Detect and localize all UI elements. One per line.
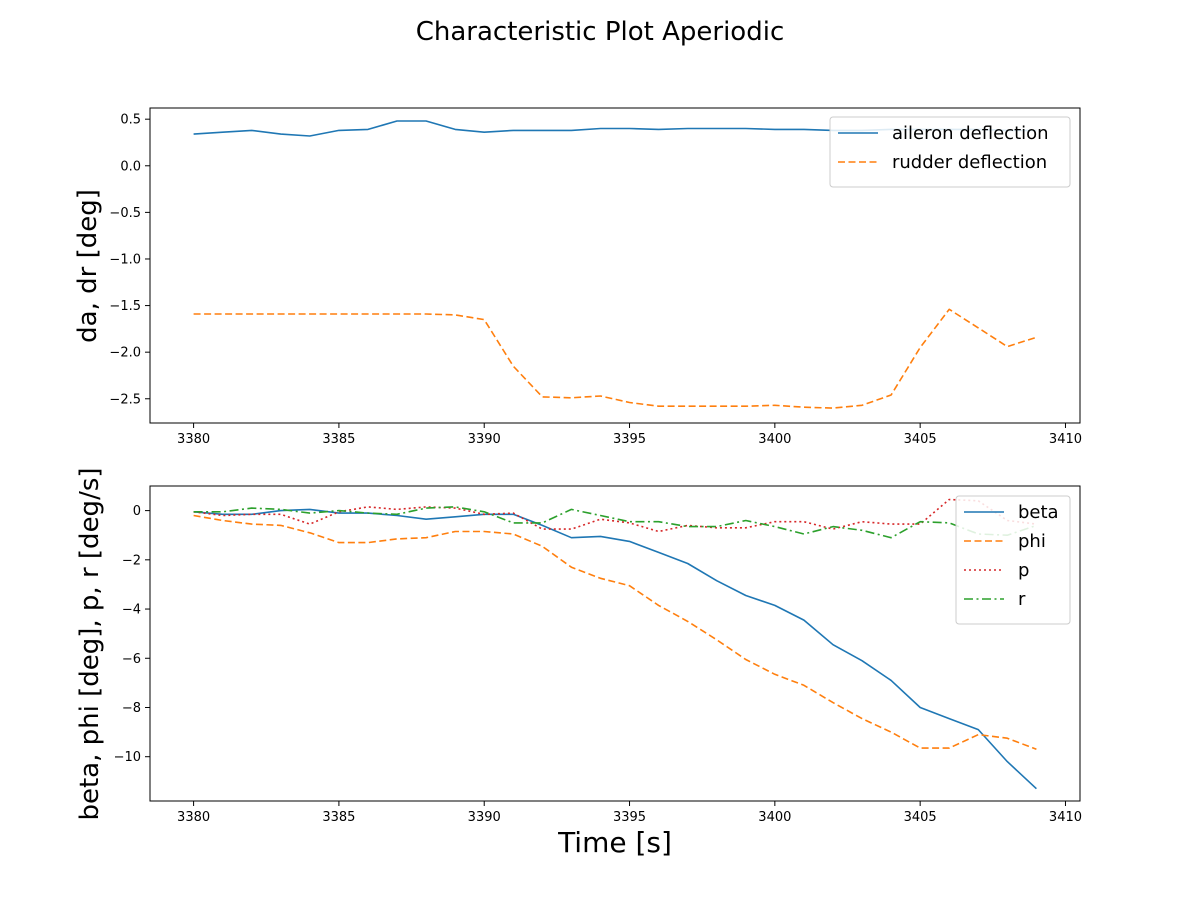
bottom-axes-plot-area — [193, 498, 1037, 790]
legend-label-r: r — [1018, 589, 1026, 610]
y-tick-label: −6 — [122, 652, 141, 667]
figure-title: Characteristic Plot Aperiodic — [416, 17, 785, 47]
series-line-beta — [193, 508, 1037, 790]
aileron-rudder-axes: 3380 3385 3390 3395 3400 3405 3410 0.5 0.0 −0.5 −1… — [73, 107, 1082, 447]
y-tick-label: −0.5 — [109, 206, 141, 221]
bottom-axes-ticks: 3380 3385 3390 3395 3400 3405 3410 0 −2 −4 −6 −8 −10 — [114, 504, 1082, 825]
legend-box — [829, 116, 1071, 188]
legend-label-p: p — [1018, 560, 1029, 581]
bottom-axes-xlabel: Time [s] — [557, 826, 672, 859]
y-tick-label: −10 — [114, 750, 141, 765]
x-tick-label: 3410 — [1049, 432, 1082, 447]
y-tick-label: −1.5 — [109, 299, 141, 314]
y-tick-label: −2 — [122, 553, 141, 568]
x-tick-label: 3405 — [904, 432, 937, 447]
x-tick-label: 3385 — [322, 810, 355, 825]
x-tick-label: 3390 — [468, 810, 501, 825]
x-tick-label: 3405 — [904, 810, 937, 825]
series-line-phi — [193, 514, 1037, 751]
y-tick-label: −8 — [122, 701, 141, 716]
x-tick-label: 3400 — [758, 810, 791, 825]
top-axes-legend: aileron deflection rudder deflection — [829, 116, 1071, 188]
legend-label-phi: phi — [1018, 531, 1046, 552]
legend-box — [955, 495, 1071, 625]
x-tick-label: 3380 — [177, 432, 210, 447]
x-tick-label: 3400 — [758, 432, 791, 447]
series-line-r — [193, 506, 1037, 539]
legend-label-aileron-deflection: aileron deflection — [892, 123, 1049, 144]
x-tick-label: 3410 — [1049, 810, 1082, 825]
y-tick-label: −4 — [122, 603, 141, 618]
state-variables-axes: 3380 3385 3390 3395 3400 3405 3410 0 −2 −4 −6 −8 −10… — [75, 467, 1082, 859]
x-tick-label: 3395 — [613, 810, 646, 825]
bottom-axes-ylabel: beta, phi [deg], p, r [deg/s] — [75, 467, 105, 820]
y-tick-label: −2.0 — [109, 346, 141, 361]
top-axes-ticks: 3380 3385 3390 3395 3400 3405 3410 0.5 0.0 −0.5 −1… — [109, 113, 1082, 447]
y-tick-label: 0.5 — [120, 113, 141, 128]
y-tick-label: 0.0 — [120, 159, 141, 174]
x-tick-label: 3385 — [322, 432, 355, 447]
x-tick-label: 3390 — [468, 432, 501, 447]
y-tick-label: 0 — [133, 504, 141, 519]
legend-label-beta: beta — [1018, 502, 1059, 523]
legend-label-rudder-deflection: rudder deflection — [892, 152, 1047, 173]
bottom-axes-legend: beta phi pr — [955, 495, 1071, 625]
top-axes-ylabel: da, dr [deg] — [73, 189, 103, 343]
y-tick-label: −1.0 — [109, 252, 141, 267]
x-tick-label: 3395 — [613, 432, 646, 447]
series-line-rudder-deflection — [193, 308, 1037, 409]
y-tick-label: −2.5 — [109, 392, 141, 407]
x-tick-label: 3380 — [177, 810, 210, 825]
bottom-axes-frame — [149, 485, 1081, 802]
